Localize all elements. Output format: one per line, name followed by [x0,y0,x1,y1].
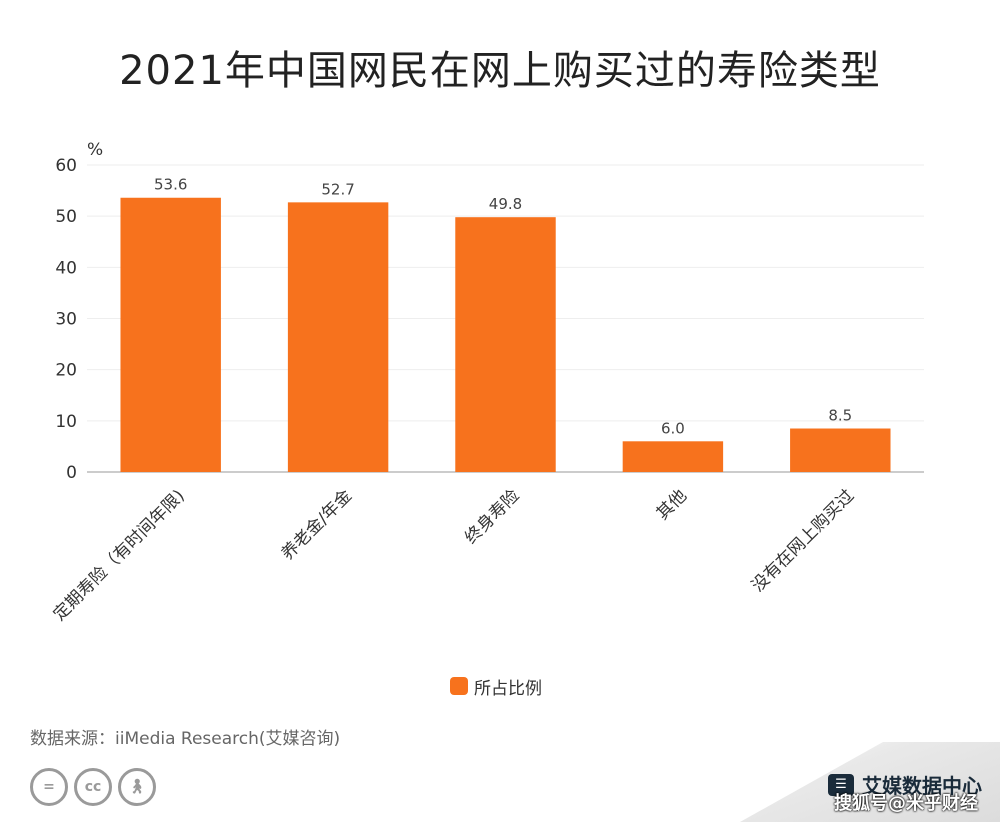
brand-logo: ☰ 艾媒数据中心 [828,770,982,799]
y-tick-label: 50 [55,207,77,227]
y-tick-label: 10 [55,412,77,432]
y-tick-label: 40 [55,258,77,278]
equal-icon: = [30,768,68,806]
data-label: 6.0 [661,419,685,437]
bar [455,217,556,472]
brand-name: 艾媒数据中心 [862,774,982,798]
person-icon: 🚶︎ [118,768,156,806]
cc-icon: cc [74,768,112,806]
x-tick-label: 定期寿险（有时间年限) [50,486,189,625]
bar [622,441,724,472]
license-icons: = cc 🚶︎ [30,768,156,806]
chart-title: 2021年中国网民在网上购买过的寿险类型 [119,48,881,94]
brand-icon: ☰ [828,773,854,796]
y-tick-label: 30 [55,310,77,330]
watermark: 搜狐号@米乎财经 [834,793,978,814]
data-label: 53.6 [154,176,187,194]
legend-swatch [450,677,468,695]
x-tick-label: 养老金/年金 [278,486,356,564]
x-tick-label: 其他 [653,486,691,524]
y-tick-label: 20 [55,361,77,381]
bar [120,197,221,472]
x-tick-label: 没有在网上购买过 [748,486,858,596]
legend[interactable]: 所占比例 [450,674,542,699]
y-axis-label: % [87,140,103,160]
y-tick-label: 60 [55,156,77,176]
legend-label: 所占比例 [474,678,542,699]
source-note: 数据来源：iiMedia Research(艾媒咨询) [30,729,341,749]
data-label: 52.7 [321,180,354,198]
data-label: 8.5 [828,407,852,425]
bar [790,428,891,472]
bar [287,202,389,472]
y-tick-label: 0 [66,463,77,483]
data-label: 49.8 [489,195,522,213]
x-tick-label: 终身寿险 [461,486,523,548]
